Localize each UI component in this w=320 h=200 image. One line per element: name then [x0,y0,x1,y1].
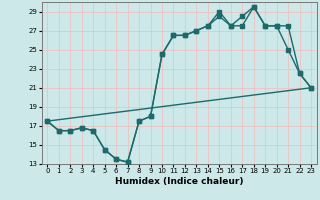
X-axis label: Humidex (Indice chaleur): Humidex (Indice chaleur) [115,177,244,186]
